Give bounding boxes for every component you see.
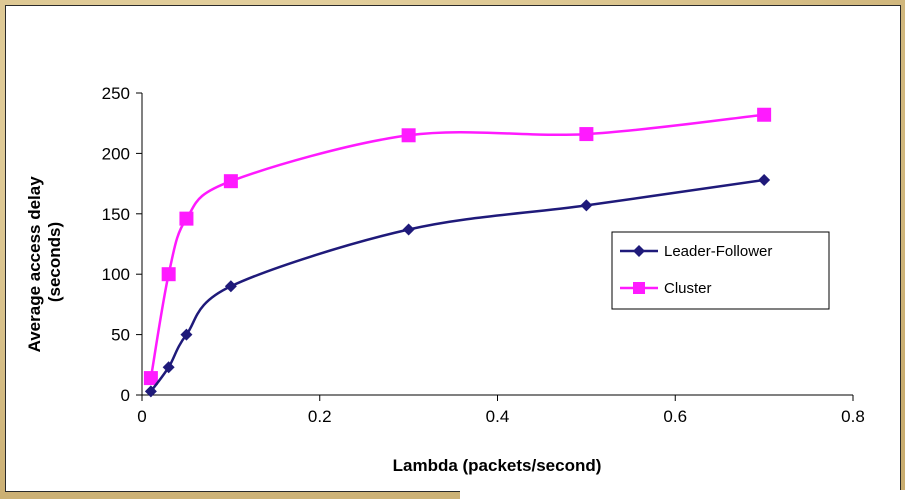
y-tick-label: 250 [102,84,130,103]
data-point-cluster [143,371,158,386]
legend-label-leader-follower: Leader-Follower [664,243,772,260]
legend-box [611,231,830,310]
y-axis-title-line-1: Average access delay [25,176,44,353]
data-point-cluster [161,267,176,282]
data-point-cluster [757,107,772,122]
y-axis-title-line-2: (seconds) [45,222,64,302]
x-tick-label: 0.8 [841,407,865,426]
series-line-leader-follower [149,178,765,393]
legend-marker-leader-follower [633,245,645,257]
data-point-leader-follower [758,173,771,186]
legend-label-cluster: Cluster [664,280,712,297]
data-point-leader-follower [224,280,237,293]
bottom-strip [460,490,905,499]
data-point-cluster [401,128,416,143]
x-tick-label: 0.2 [308,407,332,426]
y-tick-label: 200 [102,144,130,163]
data-point-leader-follower [180,328,193,341]
y-tick-label: 50 [111,326,130,345]
y-tick-label: 100 [102,265,130,284]
data-point-leader-follower [162,361,175,374]
legend: Leader-Follower Cluster [611,231,830,310]
x-tick-label: 0 [137,407,146,426]
x-tick-label: 0.6 [663,407,687,426]
data-point-leader-follower [580,199,593,212]
data-point-cluster [223,174,238,189]
series-layer [143,107,772,398]
x-tick-label: 0.4 [486,407,510,426]
data-point-leader-follower [402,223,415,236]
y-tick-label: 0 [121,386,130,405]
data-point-cluster [179,211,194,226]
data-point-cluster [579,127,594,142]
axes: 0 50 100 150 200 250 0 0.2 0.4 0.6 0.8 [102,84,865,426]
legend-marker-cluster [633,282,645,294]
y-axis-title: Average access delay (seconds) [25,172,64,353]
y-tick-label: 150 [102,205,130,224]
x-axis-title: Lambda (packets/second) [393,456,602,475]
data-point-leader-follower [144,385,157,398]
